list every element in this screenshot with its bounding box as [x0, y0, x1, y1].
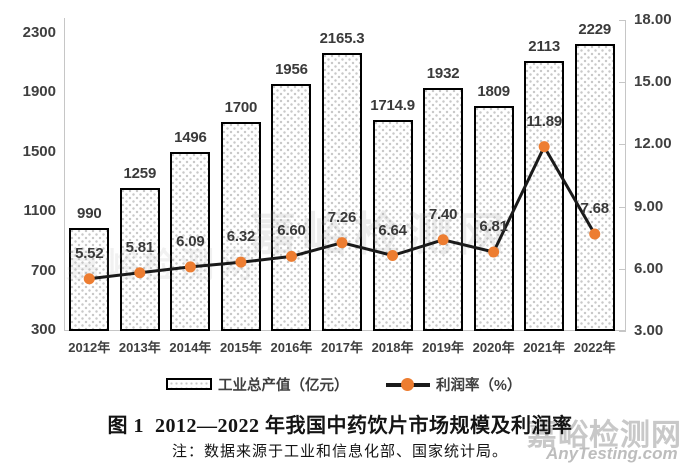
bar-value-label: 990: [77, 204, 102, 222]
x-axis-label: 2015年: [219, 340, 262, 355]
x-axis-label: 2020年: [472, 340, 515, 355]
bar-value-label: 1956: [275, 61, 308, 79]
y-axis-right-tickmark: [619, 206, 626, 208]
bar-value-label: 1496: [174, 129, 207, 147]
y-axis-right-tickmark: [619, 331, 626, 332]
watermark-site-name: 嘉峪检测网: [527, 419, 680, 452]
x-axis-label: 2017年: [321, 340, 363, 355]
bar-2022年: [574, 43, 615, 331]
legend-marker-dot-icon: [401, 378, 414, 391]
bar-value-label: 1259: [123, 164, 157, 182]
legend-bar-label: 工业总产值（亿元）: [218, 378, 349, 394]
legend: 工业总产值（亿元） 利润率（%）: [0, 372, 680, 394]
y-axis-right-tickmark: [619, 82, 626, 84]
x-axis-label: 2016年: [270, 340, 313, 355]
y-axis-right-tick-label: 9.00: [634, 197, 664, 215]
bar-value-label: 1932: [426, 64, 460, 82]
watermark-site-url: AnyTesting.com: [546, 444, 678, 463]
y-axis-left-tick-label: 2300: [22, 24, 56, 41]
line-value-label: 11.89: [526, 112, 563, 130]
bar-value-label: 2165.3: [319, 30, 365, 47]
figure-caption-title: 图 1 2012—2022 年我国中药饮片市场规模及利润率: [107, 415, 573, 437]
x-axis-label: 2022年: [573, 340, 616, 355]
line-value-label: 6.64: [378, 221, 407, 239]
y-axis-right-tick-label: 18.00: [634, 11, 672, 28]
x-axis-label: 2018年: [371, 340, 414, 355]
bar-value-label: 1714.9: [370, 96, 415, 114]
bar-value-label: 2113: [528, 37, 561, 55]
y-axis-left-line: [64, 18, 65, 331]
bar-2021年: [524, 60, 565, 331]
y-axis-right-tickmark: [619, 268, 626, 270]
y-axis-right-tickmark: [619, 144, 626, 146]
y-axis-right-tick-label: 12.00: [634, 135, 672, 153]
bar-value-label: 2229: [578, 20, 611, 38]
legend-line-label: 利润率（%）: [436, 378, 522, 394]
line-value-label: 6.81: [479, 218, 508, 235]
y-axis-right-tick-label: 3.00: [634, 322, 664, 339]
y-axis-right-line: [625, 20, 626, 331]
y-axis-right-tick-label: 6.00: [634, 259, 664, 277]
x-axis-label: 2012年: [68, 340, 111, 355]
y-axis-left-tick-label: 1100: [23, 202, 56, 220]
bar-value-label: 1809: [477, 82, 510, 100]
bar-2017年: [322, 53, 362, 331]
y-axis-right-tickmark: [619, 20, 626, 21]
x-axis-label: 2014年: [169, 340, 212, 355]
legend-bar-swatch-icon: [166, 378, 212, 390]
y-axis-left-tick-label: 1900: [22, 83, 56, 101]
y-axis-right-tick-label: 15.00: [634, 73, 672, 91]
x-axis-label: 2021年: [523, 340, 566, 355]
y-axis-left-tick-label: 700: [30, 261, 56, 279]
y-axis-left-tick-label: 300: [30, 321, 56, 338]
bar-value-label: 1700: [224, 99, 258, 117]
x-axis-label: 2013年: [118, 340, 161, 355]
line-value-label: 7.68: [580, 199, 610, 217]
figure-caption-note: 注：数据来源于工业和信息化部、国家统计局。: [171, 444, 508, 460]
y-axis-left-tick-label: 1500: [22, 142, 56, 160]
x-axis-label: 2019年: [422, 340, 465, 355]
